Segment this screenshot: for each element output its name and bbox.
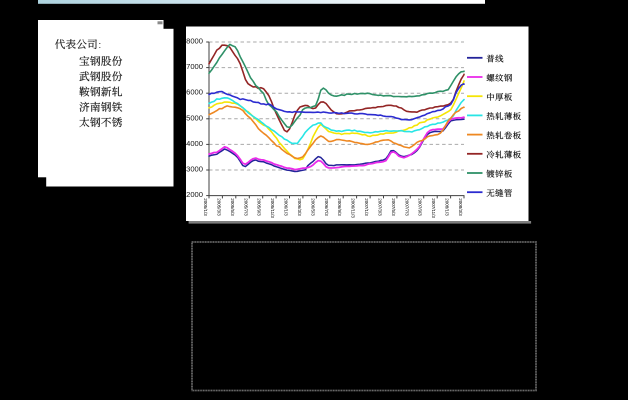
svg-text:2008/1/3: 2008/1/3 xyxy=(445,198,450,216)
svg-text:2006/1/3: 2006/1/3 xyxy=(284,198,289,216)
svg-text:2007/9/3: 2007/9/3 xyxy=(418,198,423,216)
svg-text:2006/3/3: 2006/3/3 xyxy=(297,198,302,216)
svg-text:2005/1/3: 2005/1/3 xyxy=(203,198,208,216)
svg-text:2005/9/3: 2005/9/3 xyxy=(257,198,262,216)
svg-text:2006/11/3: 2006/11/3 xyxy=(351,198,356,218)
svg-text:6000: 6000 xyxy=(186,88,203,97)
svg-text:3000: 3000 xyxy=(186,165,203,174)
svg-text:7000: 7000 xyxy=(186,62,203,71)
svg-text:2006/9/3: 2006/9/3 xyxy=(337,198,342,216)
svg-text:2007/3/3: 2007/3/3 xyxy=(378,198,383,216)
svg-text:2007/1/3: 2007/1/3 xyxy=(364,198,369,216)
svg-text:5000: 5000 xyxy=(186,113,203,122)
svg-text:2006/7/3: 2006/7/3 xyxy=(324,198,329,216)
svg-text:2005/3/3: 2005/3/3 xyxy=(216,198,221,216)
svg-text::: : xyxy=(99,40,102,51)
svg-text:8000: 8000 xyxy=(186,37,203,46)
svg-text:2005/5/3: 2005/5/3 xyxy=(230,198,235,216)
svg-text:2005/7/3: 2005/7/3 xyxy=(243,198,248,216)
svg-text:2006/5/3: 2006/5/3 xyxy=(310,198,315,216)
svg-text:4000: 4000 xyxy=(186,139,203,148)
svg-text:2007/5/3: 2007/5/3 xyxy=(391,198,396,216)
svg-text:2000: 2000 xyxy=(186,190,203,199)
svg-text:2005/11/3: 2005/11/3 xyxy=(270,198,275,218)
svg-text:2007/7/3: 2007/7/3 xyxy=(404,198,409,216)
svg-text:2007/11/3: 2007/11/3 xyxy=(431,198,436,218)
svg-text:2008/3/3: 2008/3/3 xyxy=(458,198,463,216)
